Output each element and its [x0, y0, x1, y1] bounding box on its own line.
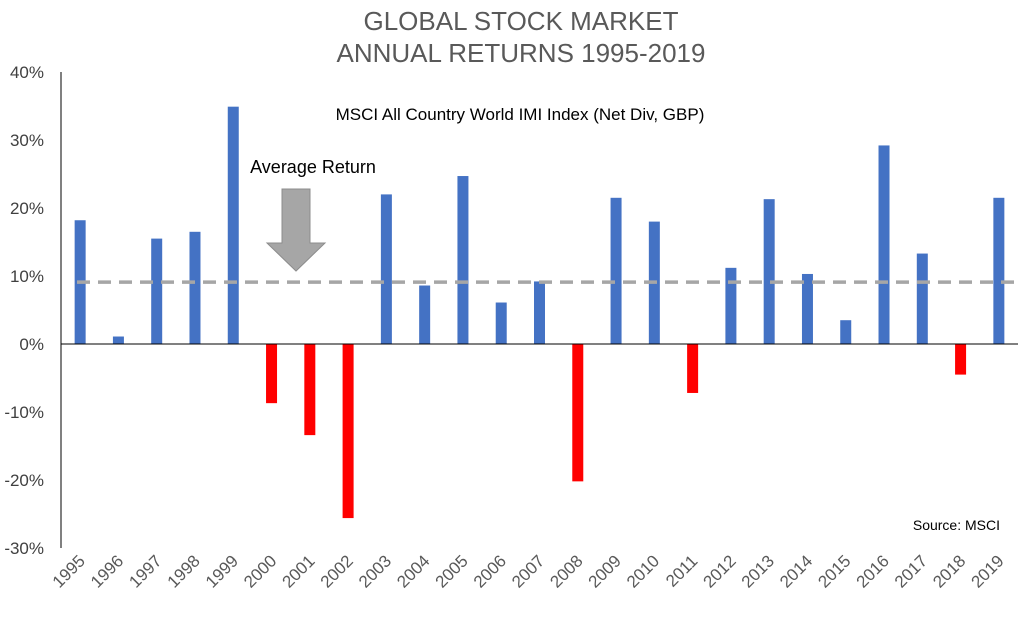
bar [112, 336, 124, 344]
bar [457, 176, 469, 344]
x-tick-label: 2017 [891, 551, 931, 591]
bar [151, 238, 163, 344]
y-tick-label: 10% [10, 267, 44, 286]
bar [955, 344, 967, 375]
y-tick-label: -30% [4, 539, 44, 558]
bar [725, 267, 737, 344]
average-return-label: Average Return [250, 157, 376, 177]
y-tick-label: -20% [4, 471, 44, 490]
x-tick-label: 2014 [776, 551, 816, 591]
chart-subtitle: MSCI All Country World IMI Index (Net Di… [336, 105, 705, 124]
x-tick-label: 2001 [278, 551, 318, 591]
x-tick-label: 2006 [470, 551, 510, 591]
bar [534, 281, 545, 344]
bar [227, 106, 239, 345]
plot-area: 40%30%20%10%0%-10%-20%-30%19951996199719… [4, 63, 1018, 592]
x-tick-label: 2016 [853, 551, 893, 591]
bar [878, 145, 890, 344]
y-tick-label: 30% [10, 131, 44, 150]
x-tick-label: 1995 [49, 551, 89, 591]
bar [610, 197, 622, 344]
x-tick-label: 2008 [546, 551, 586, 591]
bar [189, 231, 201, 344]
bar [266, 344, 278, 404]
bar [687, 344, 699, 393]
bar [916, 253, 928, 344]
source-note: Source: MSCI [913, 517, 1000, 533]
x-tick-label: 2013 [738, 551, 778, 591]
bar [380, 194, 392, 344]
bar [840, 320, 852, 344]
x-tick-label: 1996 [87, 551, 127, 591]
x-tick-label: 2012 [700, 551, 740, 591]
x-tick-label: 2015 [814, 551, 854, 591]
y-tick-label: 0% [19, 335, 44, 354]
chart-title-line-1: GLOBAL STOCK MARKET [364, 6, 679, 36]
x-tick-label: 1998 [164, 551, 204, 591]
y-tick-label: -10% [4, 403, 44, 422]
x-tick-label: 2010 [623, 551, 663, 591]
bar [304, 344, 316, 436]
x-tick-label: 2003 [355, 551, 395, 591]
x-tick-label: 2009 [585, 551, 625, 591]
x-tick-label: 2007 [508, 551, 548, 591]
x-tick-label: 2002 [317, 551, 357, 591]
x-tick-label: 2004 [393, 551, 433, 591]
bar [572, 344, 584, 482]
x-tick-label: 2000 [240, 551, 280, 591]
x-tick-label: 2011 [662, 551, 701, 590]
bar [495, 302, 507, 344]
bar [763, 199, 775, 344]
bar [993, 197, 1005, 344]
x-tick-label: 2019 [968, 551, 1008, 591]
x-tick-label: 1997 [125, 551, 165, 591]
x-tick-label: 2005 [432, 551, 472, 591]
y-tick-label: 20% [10, 199, 44, 218]
x-tick-label: 2018 [929, 551, 969, 591]
bar [419, 285, 431, 344]
x-tick-label: 1999 [202, 551, 242, 591]
y-tick-label: 40% [10, 63, 44, 82]
down-arrow-icon [265, 188, 327, 272]
bar [801, 273, 813, 344]
chart-title-line-2: ANNUAL RETURNS 1995-2019 [337, 38, 706, 68]
bar [342, 344, 354, 519]
